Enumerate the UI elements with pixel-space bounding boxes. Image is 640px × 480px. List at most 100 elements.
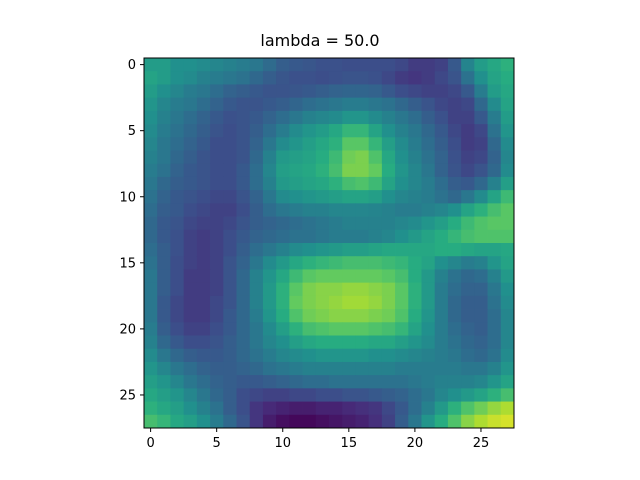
heatmap-cell — [315, 110, 330, 125]
heatmap-cell — [500, 137, 515, 151]
heatmap-cell — [262, 71, 277, 85]
heatmap-cell — [144, 348, 158, 363]
heatmap-cell — [262, 84, 277, 99]
heatmap-cell — [447, 229, 462, 244]
heatmap-cell — [421, 110, 436, 125]
heatmap-cell — [408, 401, 422, 416]
heatmap-cell — [447, 124, 462, 138]
heatmap-cell — [500, 361, 515, 376]
heatmap-cell — [315, 401, 330, 416]
heatmap-cell — [500, 229, 515, 244]
heatmap-cell — [223, 401, 237, 416]
heatmap-cell — [302, 97, 317, 112]
heatmap-cell — [487, 110, 502, 125]
heatmap-cell — [355, 361, 370, 376]
heatmap-cell — [434, 375, 449, 389]
heatmap-cell — [196, 243, 211, 257]
heatmap-cell — [236, 335, 251, 350]
heatmap-cell — [395, 216, 409, 231]
heatmap-cell — [329, 58, 343, 72]
heatmap-cell — [223, 335, 237, 350]
heatmap-cell — [315, 137, 330, 151]
heatmap-cell — [434, 322, 449, 336]
heatmap-cell — [196, 335, 211, 350]
heatmap-cell — [276, 295, 290, 310]
heatmap-cell — [183, 243, 198, 257]
heatmap-cell — [196, 322, 211, 336]
heatmap-cell — [395, 269, 409, 284]
heatmap-cell — [276, 375, 290, 389]
heatmap-cell — [210, 203, 224, 217]
heatmap-cell — [381, 295, 396, 310]
heatmap-cell — [381, 124, 396, 138]
heatmap-cell — [447, 295, 462, 310]
heatmap-cell — [342, 309, 356, 323]
heatmap-cell — [368, 97, 383, 112]
heatmap-cell — [421, 176, 436, 191]
heatmap-cell — [262, 137, 277, 151]
heatmap-cell — [368, 124, 383, 138]
heatmap-cell — [302, 322, 317, 336]
heatmap-cell — [249, 295, 264, 310]
heatmap-cell — [315, 388, 330, 402]
y-tick-label: 20 — [119, 322, 136, 337]
heatmap-cell — [276, 58, 290, 72]
heatmap-cell — [421, 309, 436, 323]
heatmap-cell — [223, 256, 237, 270]
heatmap-cell — [170, 361, 185, 376]
heatmap-cell — [434, 348, 449, 363]
heatmap-cell — [329, 137, 343, 151]
heatmap-cell — [329, 361, 343, 376]
heatmap-cell — [461, 282, 475, 297]
heatmap-cell — [236, 229, 251, 244]
heatmap-cell — [223, 414, 237, 429]
heatmap-cell — [249, 229, 264, 244]
heatmap-cell — [210, 335, 224, 350]
heatmap-cell — [461, 256, 475, 270]
heatmap-cell — [236, 375, 251, 389]
heatmap-cell — [276, 124, 290, 138]
heatmap-cell — [302, 414, 317, 429]
heatmap-cell — [329, 335, 343, 350]
heatmap-cell — [223, 71, 237, 85]
heatmap-cell — [183, 176, 198, 191]
heatmap-cell — [447, 375, 462, 389]
heatmap-cell — [447, 137, 462, 151]
heatmap-cell — [196, 256, 211, 270]
heatmap-cell — [183, 309, 198, 323]
heatmap-cell — [196, 71, 211, 85]
heatmap-cell — [355, 335, 370, 350]
heatmap-cell — [144, 256, 158, 270]
heatmap-cell — [368, 84, 383, 99]
heatmap-cell — [183, 295, 198, 310]
heatmap-cell — [262, 388, 277, 402]
heatmap-cell — [487, 71, 502, 85]
heatmap-cell — [315, 84, 330, 99]
heatmap-cell — [500, 388, 515, 402]
heatmap-cell — [434, 361, 449, 376]
heatmap-cell — [144, 124, 158, 138]
heatmap-cell — [368, 137, 383, 151]
heatmap-cell — [170, 163, 185, 178]
heatmap-cell — [196, 176, 211, 191]
heatmap-cell — [474, 256, 488, 270]
heatmap-cell — [342, 388, 356, 402]
heatmap-cell — [342, 176, 356, 191]
heatmap-cell — [355, 137, 370, 151]
heatmap-cell — [342, 348, 356, 363]
heatmap-cell — [355, 71, 370, 85]
heatmap-cell — [236, 414, 251, 429]
heatmap-cell — [474, 163, 488, 178]
heatmap-cell — [368, 71, 383, 85]
heatmap-cell — [342, 203, 356, 217]
heatmap-cell — [342, 163, 356, 178]
heatmap-cell — [355, 203, 370, 217]
heatmap-cell — [342, 401, 356, 416]
heatmap-cell — [461, 322, 475, 336]
heatmap-cell — [447, 401, 462, 416]
heatmap-cell — [236, 309, 251, 323]
heatmap-cell — [500, 375, 515, 389]
heatmap-cell — [447, 163, 462, 178]
heatmap-cell — [368, 176, 383, 191]
